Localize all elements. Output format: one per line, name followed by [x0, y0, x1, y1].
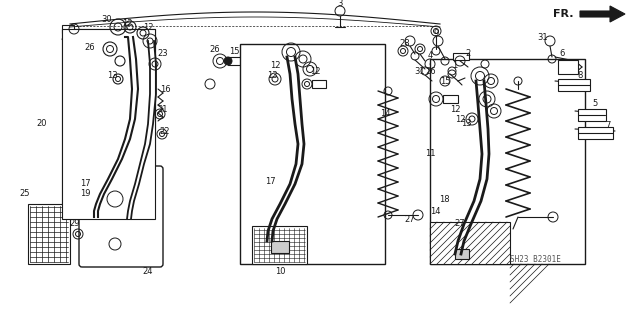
Text: 29: 29	[70, 219, 80, 228]
Text: 30: 30	[102, 14, 112, 24]
Bar	[558, 79, 590, 91]
Bar	[228, 57, 244, 65]
Circle shape	[224, 57, 232, 65]
Text: 7: 7	[605, 121, 611, 130]
Text: 17: 17	[265, 177, 275, 187]
Text: 13: 13	[461, 120, 471, 129]
Text: 11: 11	[425, 150, 435, 159]
Text: 18: 18	[438, 195, 449, 204]
Text: 5: 5	[593, 100, 598, 108]
Polygon shape	[580, 6, 625, 22]
Text: 24: 24	[143, 266, 153, 276]
Text: 27: 27	[454, 219, 465, 228]
Bar	[62, 25, 74, 33]
Text: 19: 19	[80, 189, 90, 197]
Text: 15: 15	[228, 47, 239, 56]
Text: 20: 20	[36, 120, 47, 129]
Text: 14: 14	[429, 206, 440, 216]
Bar	[271, 241, 289, 253]
Text: 25: 25	[20, 189, 30, 198]
Text: 2: 2	[465, 49, 470, 58]
Text: 13: 13	[267, 70, 277, 79]
FancyBboxPatch shape	[79, 166, 163, 267]
Text: 12: 12	[455, 115, 465, 123]
Text: 27: 27	[404, 214, 415, 224]
Text: 17: 17	[80, 179, 90, 188]
Bar	[443, 95, 458, 103]
Text: 31: 31	[538, 33, 548, 41]
Text: 6: 6	[559, 48, 564, 57]
Bar	[453, 53, 469, 60]
Text: 3: 3	[337, 0, 342, 8]
Bar	[102, 211, 122, 223]
Text: 26: 26	[84, 42, 95, 51]
Bar	[252, 226, 307, 264]
Text: 12: 12	[122, 19, 132, 27]
Text: 21: 21	[157, 105, 168, 114]
Text: 16: 16	[160, 85, 170, 93]
Text: 22: 22	[160, 128, 170, 137]
Text: 14: 14	[380, 109, 390, 118]
Text: 12: 12	[269, 62, 280, 70]
Text: 1: 1	[452, 61, 458, 70]
Text: 31: 31	[415, 66, 426, 76]
Bar	[240, 44, 385, 264]
Text: 4: 4	[428, 51, 433, 61]
Bar	[85, 191, 123, 219]
Text: FR.: FR.	[554, 9, 574, 19]
Text: SH23 B2301E: SH23 B2301E	[509, 255, 561, 263]
Text: 23: 23	[157, 49, 168, 58]
Bar	[125, 214, 139, 224]
Text: 12: 12	[450, 105, 460, 114]
Bar	[578, 127, 613, 139]
Polygon shape	[62, 29, 155, 219]
Text: 12: 12	[310, 66, 320, 76]
Text: 8: 8	[577, 71, 582, 80]
Bar	[312, 80, 326, 88]
Bar	[430, 222, 510, 264]
Text: 15: 15	[440, 77, 451, 85]
Text: 12: 12	[143, 24, 153, 33]
Text: 26: 26	[210, 44, 220, 54]
Text: 28: 28	[400, 40, 410, 48]
Bar	[578, 109, 606, 121]
Bar	[455, 249, 469, 259]
Text: 26: 26	[426, 66, 436, 76]
Bar	[558, 60, 578, 74]
Bar	[28, 204, 70, 264]
Text: 10: 10	[275, 266, 285, 276]
Bar	[430, 59, 585, 264]
Text: 9: 9	[433, 29, 438, 39]
Text: 13: 13	[107, 70, 117, 79]
